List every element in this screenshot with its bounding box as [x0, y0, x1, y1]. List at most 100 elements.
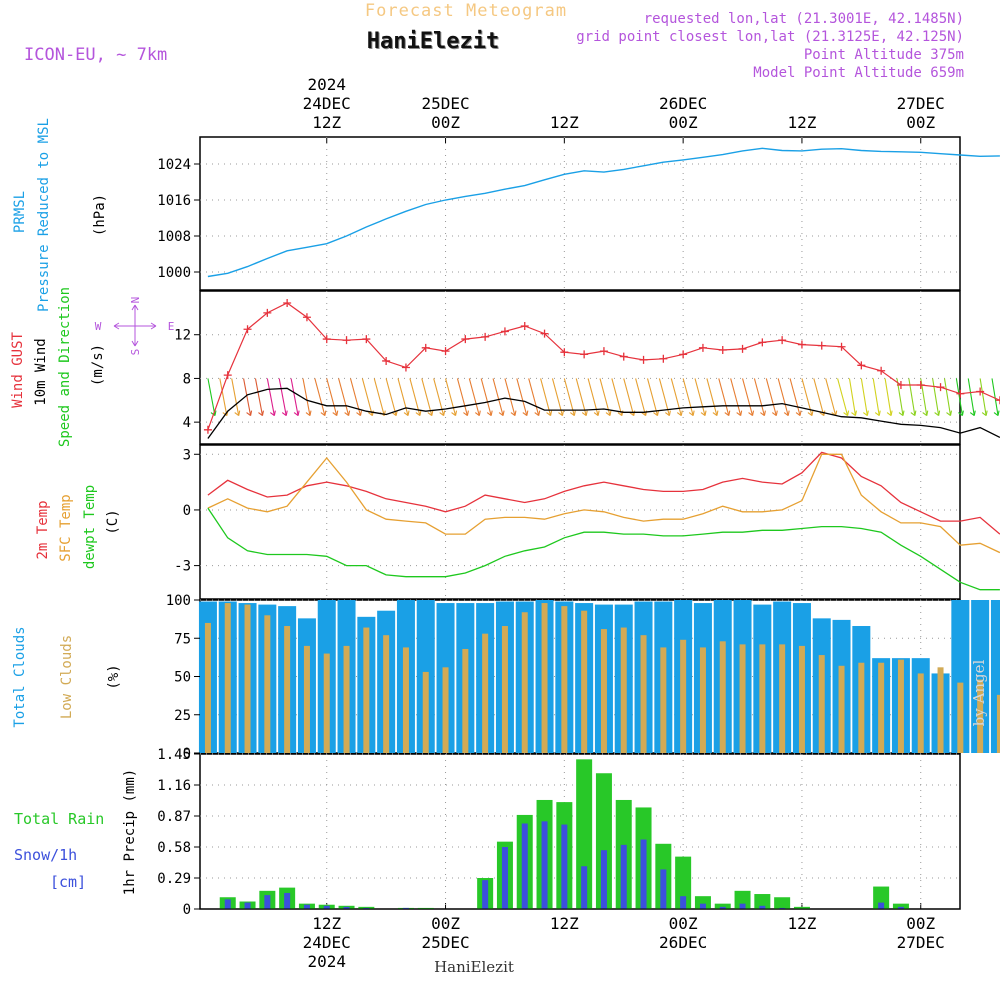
wind-arrowhead [546, 410, 553, 417]
wind-arrowhead [474, 410, 481, 417]
wind-arrow [445, 378, 457, 416]
wind-arrowhead [439, 410, 446, 417]
wind-arrow [635, 378, 647, 416]
low-cloud-bar [363, 627, 370, 753]
x-tick-label: 12Z [787, 113, 816, 132]
wind-arrowhead [981, 410, 988, 417]
wind-arrow [932, 378, 940, 416]
wind-arrow [718, 378, 730, 416]
precipitation-panel: 0 0.29 0.58 0.87 1.16 1.45 Total Rain Snow/1h… [14, 747, 961, 918]
wind-gust-label: Wind GUST [10, 332, 26, 408]
wind-arrowhead [993, 410, 1000, 417]
gust-marker [203, 425, 212, 434]
y-tick-label: 25 [174, 708, 191, 724]
gust-marker [540, 329, 549, 338]
gust-marker [679, 350, 688, 359]
temp-2m-line [207, 451, 1000, 535]
wind-arrow [991, 378, 999, 416]
wind-arrow [611, 378, 623, 416]
wind-arrow [551, 378, 563, 416]
snow-bar [541, 821, 548, 909]
wind-arrowhead [748, 410, 755, 417]
wind-arrowhead [522, 410, 529, 417]
gust-marker [619, 352, 628, 361]
low-cloud-bar [482, 633, 489, 753]
y-tick-label: -3 [174, 559, 191, 575]
x-tick-label: 2024 [307, 952, 346, 971]
wind-arrow [373, 378, 385, 416]
gust-marker [263, 308, 272, 317]
temperature-panel-frame [199, 444, 961, 600]
gust-marker [936, 383, 945, 392]
snow-bar [244, 902, 251, 909]
wind-10m-label: 10m Wind [33, 338, 49, 405]
wind-arrowhead [305, 410, 312, 417]
wind-arrowhead [463, 410, 469, 417]
wind-arrow [338, 378, 350, 416]
low-cloud-bar [838, 665, 845, 753]
gust-marker [718, 346, 727, 355]
low-cloud-bar [719, 641, 726, 753]
wind-arrow [468, 378, 480, 416]
wind-arrow [231, 378, 240, 416]
clouds-series [198, 600, 1000, 753]
y-tick-label: 0 [183, 503, 191, 519]
wind-arrow [742, 378, 754, 416]
x-tick-label: 24DEC [303, 94, 351, 113]
wind-panel-frame [199, 290, 961, 445]
gust-marker [481, 332, 490, 341]
wind-direction-label: Speed and Direction [57, 287, 73, 447]
low-cloud-bar [818, 655, 825, 753]
low-cloud-bar [343, 645, 350, 753]
x-tick-label: 26DEC [659, 94, 707, 113]
low-cloud-bar [422, 671, 429, 753]
wind-arrow [837, 378, 849, 416]
snow-bar [561, 824, 568, 909]
rain-bar [774, 897, 791, 909]
wind-arrowhead [712, 410, 719, 417]
wind-arrowhead [258, 410, 264, 417]
wind-arrowhead [771, 410, 778, 417]
point-altitude: Point Altitude 375m [804, 47, 964, 63]
low-cloud-bar [957, 682, 964, 753]
wind-arrow [349, 378, 362, 416]
wind-arrowhead [629, 410, 636, 417]
low-cloud-bar [640, 635, 647, 753]
wind-arrow [575, 378, 587, 416]
wind-arrow [302, 378, 311, 416]
wind-arrow [361, 378, 373, 416]
wind-arrowhead [332, 410, 339, 417]
wind-gridlines [200, 291, 960, 444]
snow-bar [680, 896, 687, 909]
wind-arrow [825, 378, 837, 416]
snow-bar [739, 903, 746, 909]
wind-arrowhead [344, 410, 351, 417]
wind-arrow [516, 378, 528, 416]
low-cloud-bar [383, 635, 390, 753]
temp-dewpt-label: dewpt Temp [82, 485, 98, 569]
wind-arrow [967, 378, 975, 416]
gust-marker [560, 348, 569, 357]
pressure-unit: (hPa) [92, 194, 108, 236]
wind-arrow [266, 378, 275, 416]
wind-arrowhead [356, 410, 363, 417]
low-cloud-bar [442, 667, 449, 753]
low-cloud-bar [917, 673, 924, 753]
wind-arrow [540, 378, 552, 416]
wind-arrowhead [783, 410, 790, 417]
x-tick-label: 12Z [312, 113, 341, 132]
low-cloud-bar [897, 659, 904, 753]
gust-marker [520, 321, 529, 330]
wind-arrow [908, 378, 916, 416]
y-tick-label: 1016 [157, 193, 191, 209]
gust-marker [817, 341, 826, 350]
snow-unit: [cm] [50, 873, 86, 891]
wind-arrowhead [510, 410, 517, 417]
wind-arrowhead [427, 410, 434, 417]
wind-arrow [884, 378, 892, 416]
y-tick-label: 0 [183, 902, 191, 918]
clouds-y-ticks: 0 25 50 75 100 [166, 593, 200, 762]
